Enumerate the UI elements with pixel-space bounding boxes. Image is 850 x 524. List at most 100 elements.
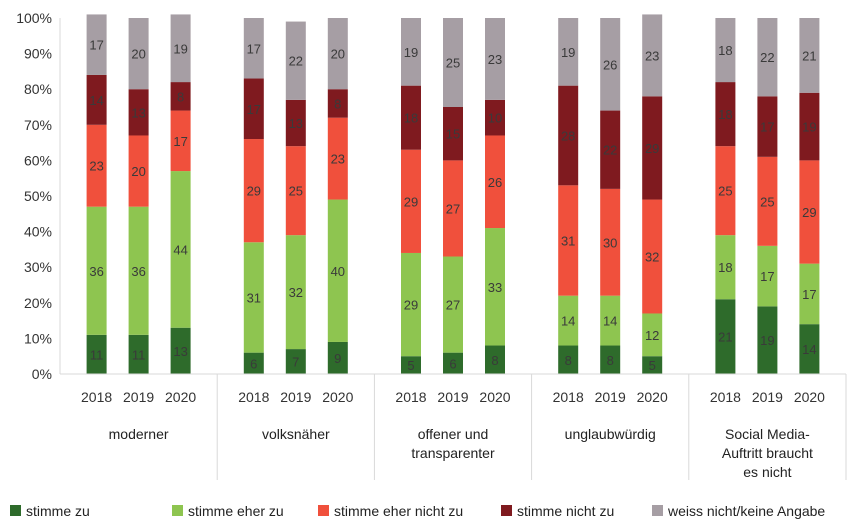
bar-segment (401, 85, 421, 150)
bar-segment (327, 199, 348, 342)
data-label: 25 (760, 194, 774, 209)
legend-label: weiss nicht/keine Angabe (667, 503, 825, 519)
bar-segment (799, 263, 820, 325)
bar-segment (485, 228, 505, 346)
x-tick-label: 2020 (479, 389, 510, 405)
data-label: 18 (718, 260, 732, 275)
data-label: 9 (334, 351, 341, 366)
data-label: 44 (173, 242, 187, 257)
data-label: 6 (449, 356, 456, 371)
data-label: 21 (718, 330, 732, 345)
data-label: 22 (603, 143, 617, 158)
x-tick-label: 2018 (238, 389, 269, 405)
bar-segment (799, 92, 820, 161)
x-tick-label: 2020 (637, 389, 668, 405)
data-label: 17 (802, 287, 816, 302)
bar-segment (642, 14, 663, 97)
bar-segment (715, 146, 736, 236)
x-tick-label: 2018 (710, 389, 741, 405)
data-label: 29 (404, 298, 418, 313)
legend-swatch (501, 505, 512, 516)
bar-segment (642, 96, 663, 200)
bar-segment (757, 96, 778, 157)
data-label: 18 (718, 107, 732, 122)
y-tick-label: 10% (24, 330, 52, 346)
data-label: 19 (173, 41, 187, 56)
bar-segment (600, 345, 621, 374)
bar-segment (799, 324, 820, 374)
data-label: 6 (250, 356, 257, 371)
y-axis: 0% 10% 20% 30% 40% 50% 60% 70% 80% 90% 100% (16, 10, 61, 382)
data-label: 19 (802, 120, 816, 135)
bar-segment (170, 171, 191, 328)
x-tick-label: 2018 (553, 389, 584, 405)
data-label: 27 (446, 298, 460, 313)
data-label: 23 (488, 52, 502, 67)
bar-segment (243, 18, 264, 79)
x-tick-label: 2018 (395, 389, 426, 405)
data-label: 14 (561, 314, 575, 329)
bar-segment (285, 99, 306, 147)
data-label: 36 (131, 264, 145, 279)
data-label: 13 (173, 344, 187, 359)
data-label: 20 (131, 47, 145, 62)
x-axis: 2018 2019 2020 moderner 2018 2019 2020 volksnäh… (60, 373, 847, 480)
bar-segment (86, 14, 107, 75)
bar-segment (170, 110, 191, 172)
data-label: 29 (802, 205, 816, 220)
data-label: 18 (404, 111, 418, 126)
bar-segment (558, 85, 579, 186)
y-tick-label: 100% (16, 10, 52, 26)
data-label: 15 (446, 127, 460, 142)
bar-segment (485, 135, 505, 229)
data-label: 22 (289, 54, 303, 69)
bar-segment (757, 18, 778, 97)
data-label: 29 (645, 141, 659, 156)
bar-segment (757, 245, 778, 307)
bar-segment (799, 160, 820, 264)
bar-segment (243, 78, 264, 140)
x-tick-label: 2019 (280, 389, 311, 405)
data-label: 19 (404, 45, 418, 60)
data-label: 17 (760, 120, 774, 135)
data-label: 12 (645, 328, 659, 343)
legend: stimme zu stimme eher zu stimme eher nicht… (10, 503, 825, 519)
data-label: 29 (404, 194, 418, 209)
category-label: transparenter (411, 445, 495, 461)
category-label: volksnäher (262, 426, 330, 442)
data-label: 8 (177, 89, 184, 104)
data-label: 22 (760, 50, 774, 65)
bar-segment (600, 18, 621, 111)
data-label: 31 (247, 290, 261, 305)
data-label: 14 (89, 93, 103, 108)
data-label: 18 (718, 43, 732, 58)
data-label: 31 (561, 234, 575, 249)
bar-segment (401, 252, 421, 357)
data-label: 11 (90, 347, 104, 362)
bar-segment (243, 242, 264, 353)
data-label: 17 (247, 41, 261, 56)
x-tick-label: 2020 (794, 389, 825, 405)
bar-segment (558, 295, 579, 346)
bar-segment (128, 334, 149, 374)
data-label: 5 (407, 358, 414, 373)
category-label: Auftritt braucht (722, 445, 813, 461)
data-label: 32 (645, 250, 659, 265)
bar-segment (715, 82, 736, 147)
bar-segment (443, 18, 463, 107)
data-label: 25 (289, 184, 303, 199)
bar-segment (128, 18, 149, 90)
bar-segment (170, 14, 191, 83)
data-label: 8 (565, 353, 572, 368)
bar-segment (327, 341, 348, 374)
legend-label: stimme eher zu (188, 503, 284, 519)
legend-label: stimme eher nicht zu (334, 503, 463, 519)
data-label: 17 (89, 38, 103, 53)
legend-swatch (652, 505, 663, 516)
x-tick-label: 2020 (165, 389, 196, 405)
bar-segment (243, 139, 264, 243)
x-tick-label: 2019 (437, 389, 468, 405)
data-label: 36 (89, 264, 103, 279)
bar-segment (558, 18, 579, 86)
data-label: 30 (603, 235, 617, 250)
